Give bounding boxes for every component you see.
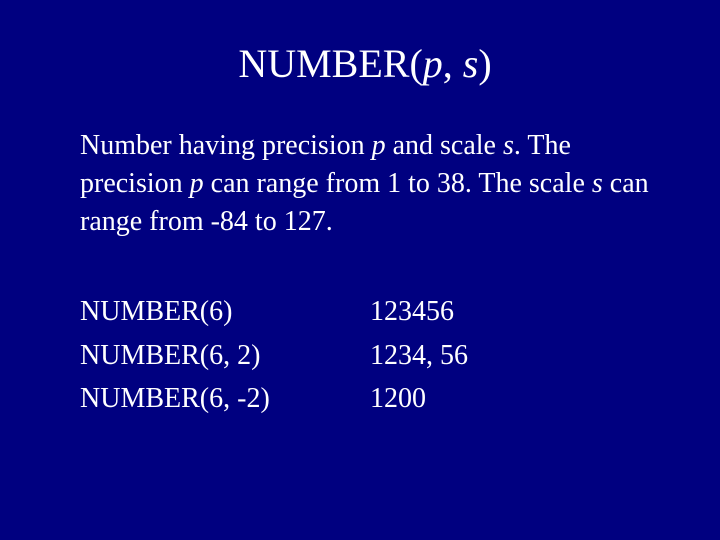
desc-s1: s (503, 130, 514, 161)
example-type: NUMBER(6, -2) (80, 377, 370, 420)
title-suffix: ) (478, 41, 491, 86)
title-prefix: NUMBER( (238, 41, 422, 86)
example-value: 123456 (370, 290, 660, 333)
example-value: 1234, 56 (370, 334, 660, 377)
examples-table: NUMBER(6) 123456 NUMBER(6, 2) 1234, 56 N… (70, 290, 660, 420)
desc-p2: p (190, 168, 204, 199)
desc-t1: Number having precision (80, 130, 372, 161)
slide-title: NUMBER(p, s) (70, 40, 660, 87)
desc-s2: s (592, 168, 603, 199)
example-value: 1200 (370, 377, 660, 420)
title-p: p (423, 41, 443, 86)
example-type: NUMBER(6, 2) (80, 334, 370, 377)
example-type: NUMBER(6) (80, 290, 370, 333)
example-row: NUMBER(6, 2) 1234, 56 (80, 334, 660, 377)
example-row: NUMBER(6, -2) 1200 (80, 377, 660, 420)
desc-t2: and scale (386, 130, 503, 161)
desc-t4: can range from 1 to 38. The scale (204, 168, 592, 199)
title-comma: , (443, 41, 463, 86)
desc-p1: p (372, 130, 386, 161)
title-s: s (463, 41, 479, 86)
description-text: Number having precision p and scale s. T… (70, 127, 660, 240)
example-row: NUMBER(6) 123456 (80, 290, 660, 333)
